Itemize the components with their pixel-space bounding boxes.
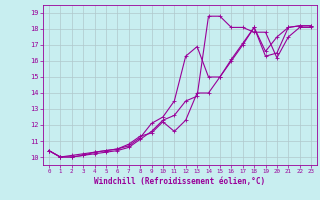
X-axis label: Windchill (Refroidissement éolien,°C): Windchill (Refroidissement éolien,°C) [94,177,266,186]
